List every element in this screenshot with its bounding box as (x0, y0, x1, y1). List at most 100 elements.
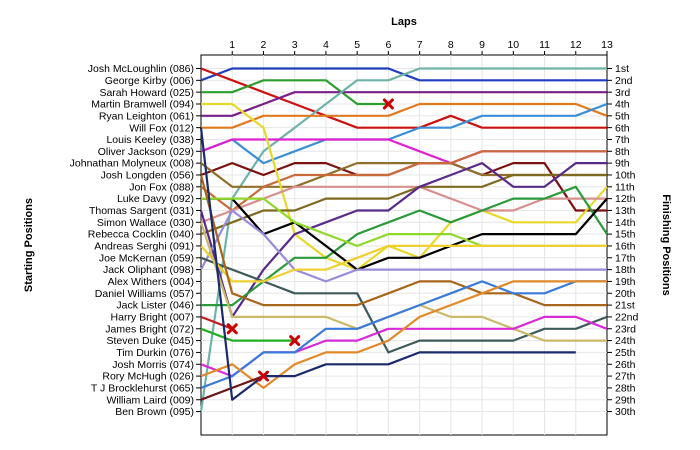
finishing-position-label: 19th (615, 276, 636, 288)
starting-driver-label: Harry Bright (007) (111, 312, 194, 324)
starting-driver-label: Ben Brown (095) (115, 406, 194, 418)
top-axis-ticks: 1 2 3 4 5 6 7 8 9 10 11 12 13 (229, 39, 613, 55)
starting-driver-label: Louis Keeley (038) (106, 134, 194, 146)
starting-driver-label: Joe McKernan (059) (99, 252, 194, 264)
finishing-position-label: 18th (615, 264, 636, 276)
series-line (201, 197, 608, 271)
starting-driver-label: Jack Oliphant (098) (103, 264, 194, 276)
lap-tick-label: 2 (261, 39, 267, 51)
finishing-position-label: 3rd (615, 87, 630, 99)
series-line (200, 280, 607, 389)
lap-tick-label: 11 (539, 39, 550, 51)
series-line (200, 244, 607, 283)
left-axis-title: Starting Positions (23, 198, 35, 292)
finishing-position-label: 12th (615, 193, 636, 205)
x-axis-title: Laps (391, 16, 417, 28)
finishing-position-label: 30th (615, 406, 636, 418)
starting-driver-label: Johnathan Molyneux (008) (70, 158, 194, 170)
finishing-position-label: 27th (615, 371, 636, 383)
finishing-position-label: 10th (615, 170, 636, 182)
series-line (199, 162, 607, 318)
starting-driver-label: Josh McLoughlin (086) (88, 63, 194, 75)
series-line (200, 102, 608, 165)
right-axis-ticks: 1st2nd3rd4th5th6th7th8th9th10th11th12th1… (607, 63, 639, 418)
finishing-position-label: 24th (615, 335, 636, 347)
finishing-position-label: 28th (615, 383, 636, 395)
starting-driver-label: Rebecca Cocklin (040) (88, 229, 194, 241)
starting-driver-label: Simon Wallace (030) (97, 217, 194, 229)
starting-driver-label: Martin Bramwell (094) (91, 99, 194, 111)
starting-driver-label: Steven Duke (045) (106, 335, 194, 347)
retired-marker (257, 370, 269, 382)
series-line (200, 67, 607, 129)
series-line (200, 256, 608, 354)
series-line (200, 280, 607, 389)
lap-tick-label: 4 (323, 39, 329, 51)
starting-driver-label: Josh Longden (056) (101, 170, 194, 182)
finishing-position-label: 11th (615, 181, 635, 193)
finishing-position-label: 5th (615, 110, 630, 122)
series-line (200, 150, 607, 212)
starting-driver-label: Tim Durkin (076) (116, 347, 194, 359)
lap-tick-label: 9 (479, 39, 485, 51)
starting-driver-label: George Kirby (006) (105, 75, 194, 87)
finishing-position-label: 21st (615, 300, 635, 312)
starting-driver-label: Alex Withers (004) (108, 276, 194, 288)
lap-tick-label: 8 (448, 39, 454, 51)
starting-driver-label: Jack Lister (046) (116, 300, 194, 312)
right-axis-title: Finishing Positions (660, 194, 672, 295)
finishing-position-label: 13th (615, 205, 636, 217)
finishing-position-label: 1st (615, 63, 629, 75)
lap-tick-label: 1 (229, 39, 235, 51)
finishing-position-label: 23rd (615, 323, 636, 335)
lap-tick-label: 12 (570, 39, 582, 51)
series-line (201, 102, 608, 271)
lap-tick-label: 5 (354, 39, 360, 51)
finishing-position-label: 4th (615, 99, 630, 111)
finishing-position-label: 26th (615, 359, 636, 371)
lap-tick-label: 3 (292, 39, 298, 51)
lap-tick-label: 13 (601, 39, 613, 51)
starting-driver-label: Oliver Jackson (029) (98, 146, 194, 158)
lap-tick-label: 6 (385, 39, 391, 51)
series-line (200, 173, 607, 236)
series-line (200, 185, 607, 224)
finishing-position-label: 6th (615, 122, 630, 134)
starting-driver-label: Will Fox (012) (129, 122, 194, 134)
finishing-position-label: 15th (615, 229, 636, 241)
retired-marker (226, 323, 238, 335)
retirement-markers (226, 98, 394, 382)
finishing-position-label: 9th (615, 158, 630, 170)
finishing-position-label: 17th (615, 252, 636, 264)
series-line (200, 375, 264, 401)
finishing-position-label: 20th (615, 288, 636, 300)
starting-driver-label: Ryan Leighton (061) (99, 110, 194, 122)
finishing-position-label: 7th (615, 134, 630, 146)
series-line (201, 91, 607, 117)
series-line (200, 327, 295, 342)
starting-driver-label: Andreas Serghi (091) (94, 241, 194, 253)
retired-marker (289, 335, 301, 347)
finishing-position-label: 2nd (615, 75, 633, 87)
starting-driver-label: Daniel Williams (057) (95, 288, 194, 300)
starting-driver-label: Thomas Sargent (031) (89, 205, 194, 217)
series-lines (199, 67, 608, 412)
series-line (200, 315, 233, 330)
starting-driver-label: James Bright (072) (105, 323, 194, 335)
starting-driver-label: Sarah Howard (025) (99, 87, 194, 99)
series-line (201, 185, 608, 307)
finishing-position-label: 14th (615, 217, 636, 229)
series-line (200, 209, 607, 283)
starting-driver-label: Rory McHugh (026) (102, 371, 194, 383)
series-line (201, 79, 389, 106)
left-axis-ticks: Josh McLoughlin (086)George Kirby (006)S… (70, 63, 201, 418)
retired-marker (382, 98, 394, 110)
starting-driver-label: Josh Morris (074) (112, 359, 194, 371)
finishing-position-label: 8th (615, 146, 630, 158)
series-line (201, 102, 608, 129)
series-line (199, 174, 607, 307)
finishing-position-label: 25th (615, 347, 636, 359)
starting-driver-label: Jon Fox (088) (129, 181, 194, 193)
